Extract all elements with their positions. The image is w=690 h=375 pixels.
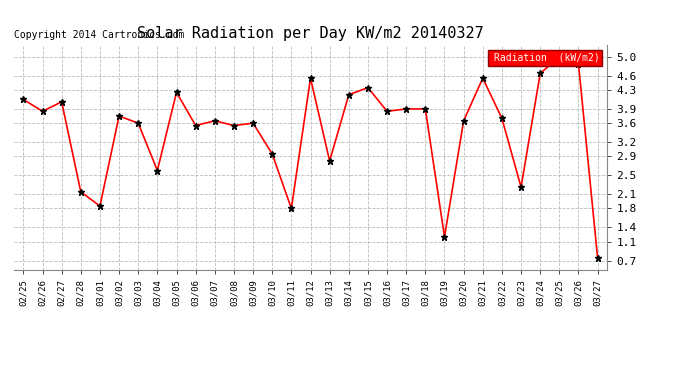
Legend: Radiation  (kW/m2): Radiation (kW/m2) xyxy=(488,50,602,66)
Title: Solar Radiation per Day KW/m2 20140327: Solar Radiation per Day KW/m2 20140327 xyxy=(137,26,484,41)
Text: Copyright 2014 Cartronics.com: Copyright 2014 Cartronics.com xyxy=(14,30,184,40)
